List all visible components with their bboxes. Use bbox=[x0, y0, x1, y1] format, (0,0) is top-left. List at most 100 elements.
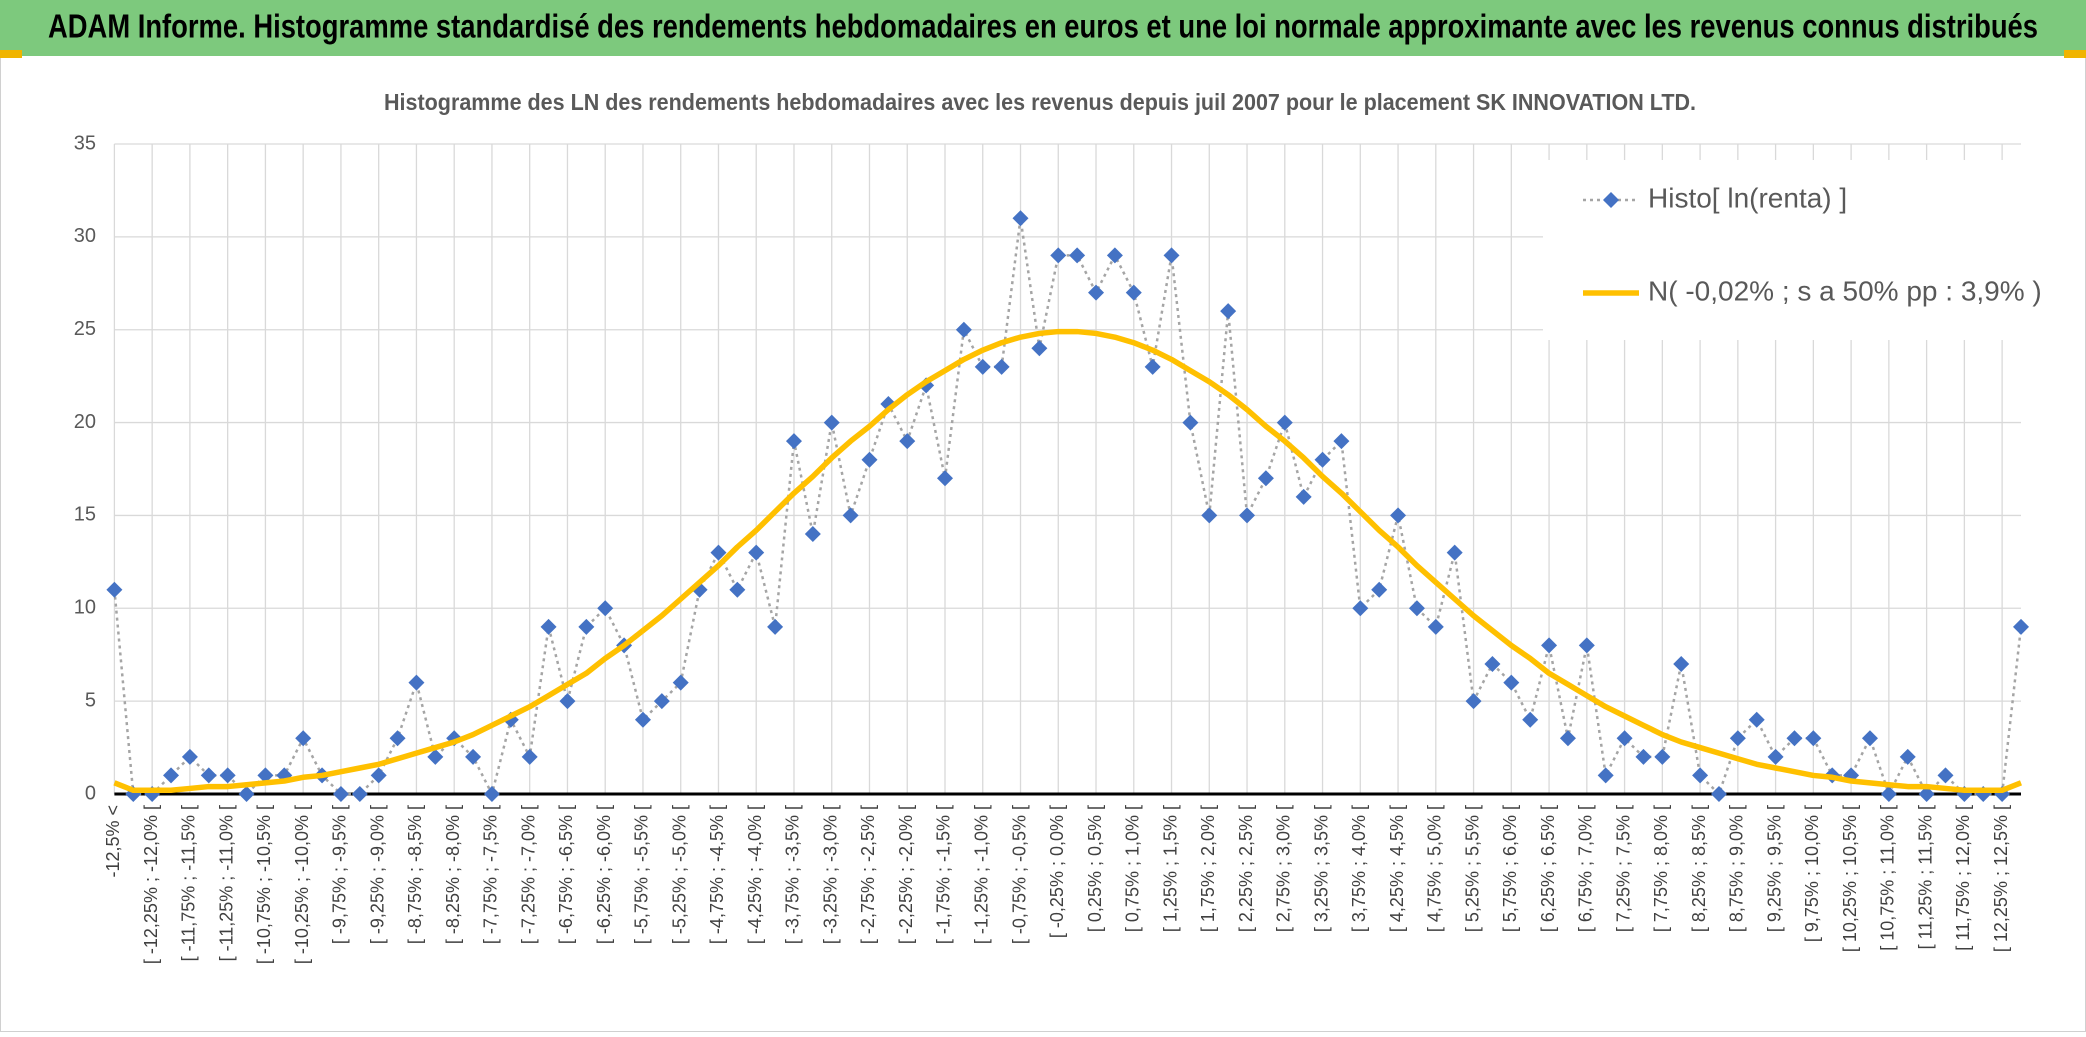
data-point bbox=[370, 767, 387, 784]
x-tick-label: [ 7,25% ; 7,5% [ bbox=[1613, 805, 1633, 932]
data-point bbox=[540, 618, 557, 635]
data-point bbox=[955, 321, 972, 338]
data-point bbox=[1484, 656, 1501, 672]
x-tick-label: [ -10,75% ; -10,5% [ bbox=[254, 805, 274, 964]
data-point bbox=[634, 711, 651, 728]
data-point bbox=[1880, 786, 1897, 802]
data-point bbox=[1578, 637, 1595, 654]
data-point bbox=[597, 600, 614, 617]
data-point bbox=[295, 730, 312, 747]
legend-box bbox=[1543, 160, 2021, 340]
x-tick-label: [ -1,25% ; -1,0% [ bbox=[972, 805, 992, 944]
data-point bbox=[1503, 674, 1520, 691]
data-point bbox=[1597, 767, 1614, 784]
y-tick-label: 15 bbox=[74, 504, 96, 526]
data-point bbox=[257, 767, 274, 784]
x-tick-label: [ -2,75% ; -2,5% [ bbox=[858, 805, 878, 944]
x-tick-label: [ -0,75% ; -0,5% [ bbox=[1009, 805, 1029, 944]
legend-label: Histo[ ln(renta) ] bbox=[1648, 182, 1847, 213]
x-tick-label: [ 12,25% ; 12,5% [ bbox=[1991, 805, 2011, 952]
data-point bbox=[559, 693, 576, 710]
data-point bbox=[1918, 786, 1935, 802]
data-point bbox=[1295, 488, 1312, 505]
data-point bbox=[1692, 767, 1709, 784]
data-point bbox=[1937, 767, 1954, 784]
data-point bbox=[332, 786, 349, 802]
data-point bbox=[1182, 414, 1199, 431]
data-point bbox=[1899, 748, 1916, 765]
data-point bbox=[899, 433, 916, 450]
data-point bbox=[1541, 637, 1558, 654]
x-tick-label: [ 10,25% ; 10,5% [ bbox=[1840, 805, 1860, 952]
data-point bbox=[1201, 507, 1218, 524]
y-tick-label: 10 bbox=[74, 597, 96, 619]
data-point bbox=[427, 748, 444, 765]
x-tick-label: [ -3,25% ; -3,0% [ bbox=[820, 805, 840, 944]
data-point bbox=[106, 581, 123, 598]
data-point bbox=[238, 786, 255, 802]
data-point bbox=[936, 470, 953, 487]
data-point bbox=[842, 507, 859, 524]
data-point bbox=[861, 451, 878, 468]
y-tick-label: 30 bbox=[74, 225, 96, 247]
data-point bbox=[1861, 730, 1878, 747]
x-tick-label: [ 8,75% ; 9,0% [ bbox=[1727, 805, 1747, 932]
x-tick-label: [ -9,75% ; -9,5% [ bbox=[330, 805, 350, 944]
x-tick-label: [ -0,25% ; 0,0% [ bbox=[1047, 805, 1067, 938]
x-tick-label: [ 11,25% ; 11,5% [ bbox=[1915, 805, 1935, 949]
data-point bbox=[823, 414, 840, 431]
data-point bbox=[1239, 507, 1256, 524]
data-point bbox=[729, 581, 746, 598]
x-tick-label: [ -10,25% ; -10,0% [ bbox=[292, 805, 312, 964]
data-point bbox=[804, 526, 821, 542]
x-tick-label: [ 0,75% ; 1,0% [ bbox=[1123, 805, 1143, 932]
data-point bbox=[219, 767, 236, 784]
data-point bbox=[710, 544, 727, 561]
x-tick-label: [ 9,25% ; 9,5% [ bbox=[1764, 805, 1784, 932]
x-tick-label: [ -5,75% ; -5,5% [ bbox=[632, 805, 652, 944]
x-tick-label: -12,5% < bbox=[103, 805, 123, 878]
data-point bbox=[1069, 247, 1086, 264]
data-point bbox=[1371, 581, 1388, 598]
data-point bbox=[1276, 414, 1293, 431]
x-tick-label: [ 5,25% ; 5,5% [ bbox=[1462, 805, 1482, 932]
data-point bbox=[1031, 340, 1048, 357]
data-point bbox=[1314, 451, 1331, 468]
data-point bbox=[1390, 507, 1407, 524]
data-point bbox=[1635, 748, 1652, 765]
data-point bbox=[1654, 748, 1671, 765]
data-point bbox=[1446, 544, 1463, 561]
x-tick-label: [ 3,25% ; 3,5% [ bbox=[1311, 805, 1331, 932]
x-tick-label: [ -1,75% ; -1,5% [ bbox=[934, 805, 954, 944]
y-tick-label: 5 bbox=[85, 689, 96, 711]
x-tick-label: [ -11,75% ; -11,5% [ bbox=[179, 805, 199, 961]
x-tick-label: [ -2,25% ; -2,0% [ bbox=[896, 805, 916, 944]
data-point bbox=[1427, 618, 1444, 635]
x-tick-label: [ -6,75% ; -6,5% [ bbox=[556, 805, 576, 944]
x-tick-label: [ -9,25% ; -9,0% [ bbox=[367, 805, 387, 944]
x-tick-label: [ -8,75% ; -8,5% [ bbox=[405, 805, 425, 944]
data-point bbox=[1257, 470, 1274, 487]
x-tick-label: [ 1,25% ; 1,5% [ bbox=[1160, 805, 1180, 932]
data-point bbox=[1163, 247, 1180, 264]
x-tick-label: [ 2,25% ; 2,5% [ bbox=[1236, 805, 1256, 932]
x-tick-label: [ -5,25% ; -5,0% [ bbox=[669, 805, 689, 944]
plot-area bbox=[106, 210, 2029, 802]
data-point bbox=[767, 618, 784, 635]
x-tick-label: [ 1,75% ; 2,0% [ bbox=[1198, 805, 1218, 932]
data-point bbox=[1805, 730, 1822, 747]
data-point bbox=[1616, 730, 1633, 747]
title-bar bbox=[0, 0, 2086, 56]
data-point bbox=[1729, 730, 1746, 747]
x-tick-label: [ 0,25% ; 0,5% [ bbox=[1085, 805, 1105, 932]
data-point bbox=[785, 433, 802, 450]
data-point bbox=[1352, 600, 1369, 617]
x-tick-label: [ 9,75% ; 10,0% [ bbox=[1802, 805, 1822, 942]
x-tick-label: [ -11,25% ; -11,0% [ bbox=[216, 805, 236, 961]
legend-label: N( -0,02% ; s a 50% pp : 3,9% ) bbox=[1648, 275, 2042, 306]
x-tick-label: [ 6,75% ; 7,0% [ bbox=[1576, 805, 1596, 932]
series-line bbox=[113, 328, 2023, 794]
data-point bbox=[1408, 600, 1425, 617]
